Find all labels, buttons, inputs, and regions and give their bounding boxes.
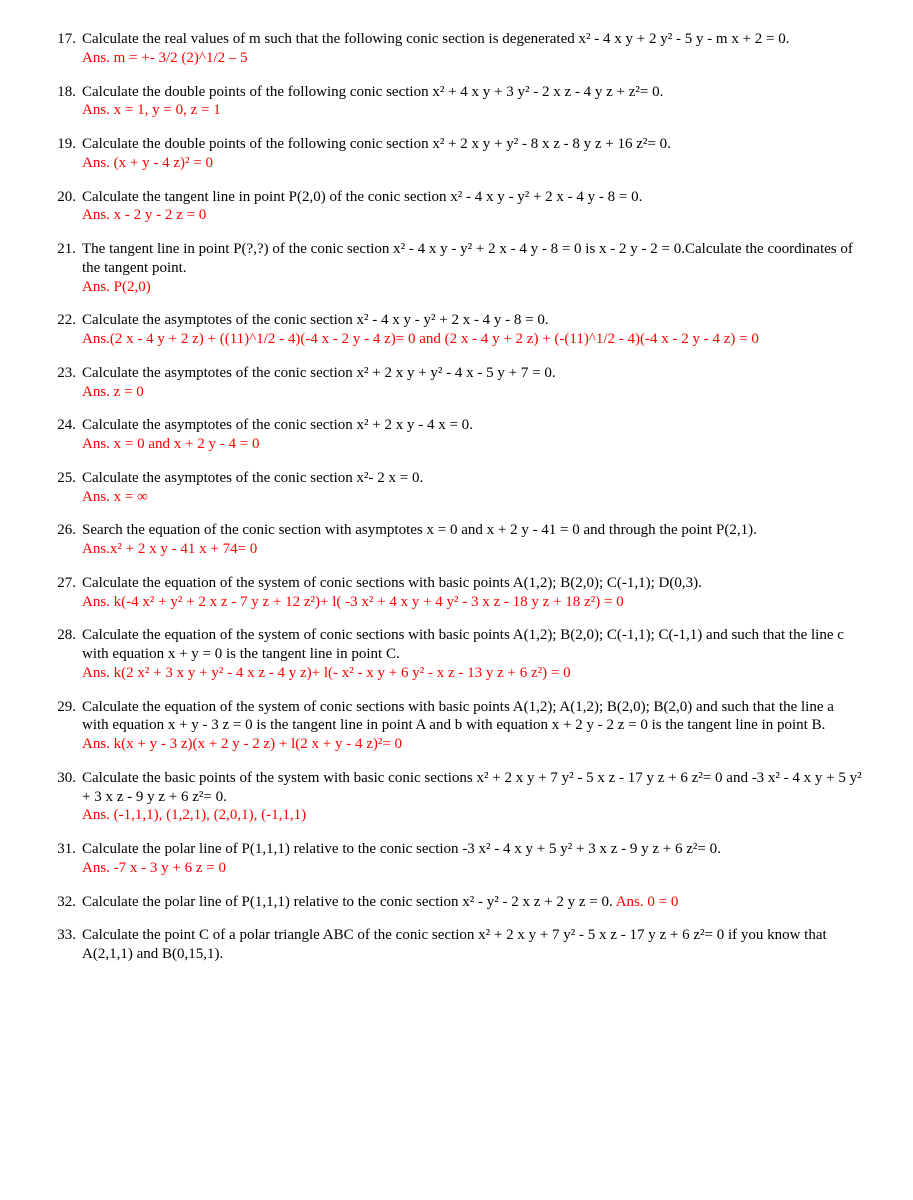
- question-text: Calculate the polar line of P(1,1,1) rel…: [82, 894, 616, 910]
- question-text: Calculate the equation of the system of …: [82, 626, 863, 664]
- problem: 30.Calculate the basic points of the sys…: [50, 769, 863, 825]
- problem: 26.Search the equation of the conic sect…: [50, 521, 863, 559]
- problem-number: 18.: [50, 83, 82, 102]
- problem-number: 19.: [50, 135, 82, 154]
- answer-text: Ans. (x + y - 4 z)² = 0: [82, 154, 863, 173]
- problem-content: Calculate the basic points of the system…: [82, 769, 863, 825]
- problem-content: Calculate the double points of the follo…: [82, 83, 863, 121]
- problem-content: Calculate the equation of the system of …: [82, 574, 863, 612]
- answer-text: Ans. -7 x - 3 y + 6 z = 0: [82, 859, 863, 878]
- problem: 28.Calculate the equation of the system …: [50, 626, 863, 682]
- question-text: Calculate the equation of the system of …: [82, 698, 863, 736]
- problem-content: Calculate the double points of the follo…: [82, 135, 863, 173]
- problem: 33.Calculate the point C of a polar tria…: [50, 926, 863, 964]
- question-text: Calculate the asymptotes of the conic se…: [82, 469, 863, 488]
- problem-content: Calculate the real values of m such that…: [82, 30, 863, 68]
- question-text: The tangent line in point P(?,?) of the …: [82, 240, 863, 278]
- problem-content: Calculate the equation of the system of …: [82, 626, 863, 682]
- problem: 27.Calculate the equation of the system …: [50, 574, 863, 612]
- question-text: Calculate the tangent line in point P(2,…: [82, 188, 863, 207]
- problem: 17.Calculate the real values of m such t…: [50, 30, 863, 68]
- problem: 23.Calculate the asymptotes of the conic…: [50, 364, 863, 402]
- problem: 22.Calculate the asymptotes of the conic…: [50, 311, 863, 349]
- answer-text: Ans. k(x + y - 3 z)(x + 2 y - 2 z) + l(2…: [82, 735, 863, 754]
- problem-content: Calculate the polar line of P(1,1,1) rel…: [82, 893, 863, 912]
- question-text: Calculate the basic points of the system…: [82, 769, 863, 807]
- problem-content: Calculate the asymptotes of the conic se…: [82, 364, 863, 402]
- answer-text: Ans. x = 0 and x + 2 y - 4 = 0: [82, 435, 863, 454]
- question-text: Calculate the real values of m such that…: [82, 30, 863, 49]
- problem-content: Calculate the equation of the system of …: [82, 698, 863, 754]
- problem-content: Calculate the tangent line in point P(2,…: [82, 188, 863, 226]
- problem-number: 28.: [50, 626, 82, 645]
- problem-number: 27.: [50, 574, 82, 593]
- problem-content: Calculate the asymptotes of the conic se…: [82, 311, 863, 349]
- problem-number: 20.: [50, 188, 82, 207]
- question-text: Calculate the double points of the follo…: [82, 135, 863, 154]
- question-text: Search the equation of the conic section…: [82, 521, 863, 540]
- answer-text: Ans. x - 2 y - 2 z = 0: [82, 206, 863, 225]
- problem-number: 26.: [50, 521, 82, 540]
- answer-text: Ans. m = +- 3/2 (2)^1/2 – 5: [82, 49, 863, 68]
- problem: 20.Calculate the tangent line in point P…: [50, 188, 863, 226]
- problem: 19.Calculate the double points of the fo…: [50, 135, 863, 173]
- problem-number: 31.: [50, 840, 82, 859]
- problem: 29.Calculate the equation of the system …: [50, 698, 863, 754]
- problem-content: Calculate the polar line of P(1,1,1) rel…: [82, 840, 863, 878]
- problem-number: 24.: [50, 416, 82, 435]
- problem: 25.Calculate the asymptotes of the conic…: [50, 469, 863, 507]
- question-text: Calculate the equation of the system of …: [82, 574, 863, 593]
- answer-text: Ans. 0 = 0: [616, 894, 679, 910]
- answer-text: Ans. k(-4 x² + y² + 2 x z - 7 y z + 12 z…: [82, 593, 863, 612]
- answer-text: Ans. x = ∞: [82, 488, 863, 507]
- problem-number: 21.: [50, 240, 82, 259]
- problem-content: Calculate the asymptotes of the conic se…: [82, 416, 863, 454]
- problem-content: The tangent line in point P(?,?) of the …: [82, 240, 863, 296]
- problem-number: 17.: [50, 30, 82, 49]
- problem-content: Calculate the asymptotes of the conic se…: [82, 469, 863, 507]
- problem: 32.Calculate the polar line of P(1,1,1) …: [50, 893, 863, 912]
- question-text: Calculate the asymptotes of the conic se…: [82, 311, 863, 330]
- problem: 18.Calculate the double points of the fo…: [50, 83, 863, 121]
- answer-text: Ans. x = 1, y = 0, z = 1: [82, 101, 863, 120]
- answer-text: Ans. P(2,0): [82, 278, 863, 297]
- question-text: Calculate the double points of the follo…: [82, 83, 863, 102]
- problem-number: 33.: [50, 926, 82, 945]
- problem: 21.The tangent line in point P(?,?) of t…: [50, 240, 863, 296]
- answer-text: Ans.(2 x - 4 y + 2 z) + ((11)^1/2 - 4)(-…: [82, 330, 863, 349]
- problem-number: 30.: [50, 769, 82, 788]
- question-text: Calculate the asymptotes of the conic se…: [82, 416, 863, 435]
- problem-content: Calculate the point C of a polar triangl…: [82, 926, 863, 964]
- problem-content: Search the equation of the conic section…: [82, 521, 863, 559]
- answer-text: Ans. z = 0: [82, 383, 863, 402]
- problem-number: 23.: [50, 364, 82, 383]
- problem-number: 29.: [50, 698, 82, 717]
- problem-number: 22.: [50, 311, 82, 330]
- answer-text: Ans.x² + 2 x y - 41 x + 74= 0: [82, 540, 863, 559]
- problem-list: 17.Calculate the real values of m such t…: [50, 30, 863, 964]
- problem-number: 32.: [50, 893, 82, 912]
- problem-number: 25.: [50, 469, 82, 488]
- problem: 24.Calculate the asymptotes of the conic…: [50, 416, 863, 454]
- question-text: Calculate the asymptotes of the conic se…: [82, 364, 863, 383]
- answer-text: Ans. k(2 x² + 3 x y + y² - 4 x z - 4 y z…: [82, 664, 863, 683]
- question-text: Calculate the point C of a polar triangl…: [82, 926, 863, 964]
- question-text: Calculate the polar line of P(1,1,1) rel…: [82, 840, 863, 859]
- problem: 31.Calculate the polar line of P(1,1,1) …: [50, 840, 863, 878]
- answer-text: Ans. (-1,1,1), (1,2,1), (2,0,1), (-1,1,1…: [82, 806, 863, 825]
